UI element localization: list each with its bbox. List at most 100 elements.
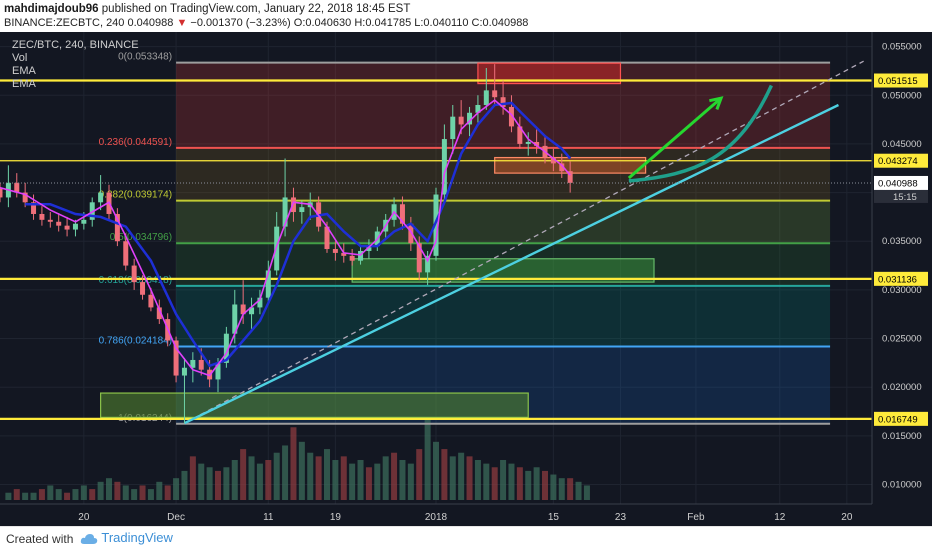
x-tick-8: 12 (774, 512, 786, 523)
fib-fill-4 (176, 285, 831, 347)
candle-body-28 (232, 304, 238, 334)
support-trendline (183, 103, 839, 425)
candle-body-4 (31, 202, 37, 214)
last-price: 0.040988 (127, 17, 174, 29)
volume-bar-8 (72, 489, 79, 500)
volume-bar-35 (298, 441, 305, 500)
candle-body-63 (525, 141, 531, 144)
candle-body-64 (534, 141, 540, 146)
projection-arrow (627, 97, 723, 180)
volume-bar-23 (198, 463, 205, 500)
candle-body-17 (140, 282, 146, 295)
zone-0 (477, 62, 622, 85)
time-axis[interactable] (0, 503, 932, 526)
candle-body-32 (265, 270, 271, 298)
fib-label-2: 0.382(0.039174) (99, 190, 172, 201)
publish-line: mahdimajdoub96 published on TradingView.… (4, 3, 410, 15)
volume-bar-16 (139, 485, 146, 500)
candle-body-44 (366, 246, 372, 251)
candle-body-42 (349, 255, 355, 261)
price-tag-label-2: 0.031136 (878, 274, 917, 285)
candle-body-14 (114, 213, 120, 242)
candle-body-19 (156, 307, 162, 320)
y-tick-1: 0.050000 (882, 90, 922, 101)
price-tag-label-3: 0.016749 (878, 414, 918, 425)
volume-bar-27 (231, 460, 238, 500)
price-change: −0.001370 (−3.23%) (190, 17, 291, 29)
y-tick-5: 0.030000 (882, 285, 922, 296)
volume-bar-31 (265, 460, 272, 500)
ema-lines (0, 99, 572, 377)
candle-body-10 (81, 219, 87, 224)
candle-body-36 (299, 207, 305, 213)
candle-body-60 (500, 97, 506, 107)
volume-bar-1 (13, 489, 20, 500)
candle-body-30 (249, 307, 255, 315)
x-tick-6: 23 (615, 512, 627, 523)
candle-body-16 (131, 265, 137, 283)
candle-body-56 (467, 112, 473, 125)
volume-bar-60 (508, 463, 515, 500)
volume-bar-44 (374, 463, 381, 500)
author-name[interactable]: mahdimajdoub96 (4, 3, 99, 15)
legend-pair: ZEC/BTC, 240, BINANCE (12, 39, 139, 51)
volume-bar-40 (340, 456, 347, 500)
volume-bar-7 (64, 492, 71, 500)
volume-bar-33 (282, 445, 289, 500)
candle-body-41 (341, 252, 347, 256)
price-chart[interactable]: 0(0.053348) 0.236(0.044591) 0.382(0.039174… (0, 32, 932, 526)
fib-label-5: 0.786(0.024184) (99, 335, 172, 346)
candle-body-66 (550, 157, 556, 164)
volume-bar-47 (399, 460, 406, 500)
volume-bar-34 (290, 427, 297, 500)
candle-body-59 (492, 90, 498, 98)
candle-body-18 (148, 294, 154, 308)
volume-bar-10 (89, 489, 96, 500)
chart-footer: Created with TradingView (0, 526, 932, 551)
volume-bar-46 (391, 452, 398, 500)
candle-body-0 (0, 187, 3, 198)
candle-body-55 (458, 116, 464, 125)
volume-bar-49 (416, 449, 423, 500)
volume-bar-64 (542, 470, 548, 500)
candle-body-31 (257, 297, 263, 308)
tradingview-logo[interactable]: TradingView (80, 530, 173, 546)
volume-bar-5 (47, 485, 54, 500)
down-arrow-icon: ▼ (176, 17, 188, 29)
volume-bar-21 (181, 470, 188, 500)
fib-label-3: 0.5(0.034796) (110, 232, 172, 243)
symbol-label: BINANCE:ZECBTC, 240 (4, 17, 125, 29)
volume-bar-45 (382, 456, 389, 500)
candle-body-49 (408, 223, 414, 244)
volume-bar-58 (491, 467, 498, 500)
price-tag-box-2 (874, 271, 928, 286)
x-tick-4: 2018 (425, 512, 448, 523)
fib-label-0: 0(0.053348) (118, 52, 172, 63)
x-tick-9: 20 (841, 512, 853, 523)
candle-body-53 (441, 139, 447, 195)
candle-body-58 (483, 90, 489, 105)
candle-body-52 (433, 194, 439, 256)
volume-bar-57 (483, 463, 490, 500)
candle-body-7 (56, 221, 62, 226)
legend-volume: Vol (12, 52, 27, 64)
candle-body-22 (181, 367, 187, 376)
x-tick-1: Dec (167, 512, 185, 523)
candle-body-51 (425, 255, 431, 273)
volume-bar-39 (332, 460, 339, 500)
candle-body-5 (39, 213, 45, 220)
x-tick-3: 19 (330, 512, 342, 523)
volume-bar-4 (38, 489, 45, 500)
ema-slow-line (25, 101, 572, 368)
candle-body-48 (399, 204, 405, 224)
projection-drawings (627, 84, 773, 183)
volume-bar-26 (223, 467, 230, 500)
candle-body-67 (559, 163, 565, 172)
volume-bar-37 (315, 456, 322, 500)
candle-body-54 (450, 116, 456, 140)
fib-label-1: 0.236(0.044591) (99, 137, 172, 148)
candle-body-12 (98, 192, 104, 203)
candle-body-3 (22, 192, 28, 203)
y-tick-2: 0.045000 (882, 139, 922, 150)
y-tick-6: 0.025000 (882, 334, 922, 345)
